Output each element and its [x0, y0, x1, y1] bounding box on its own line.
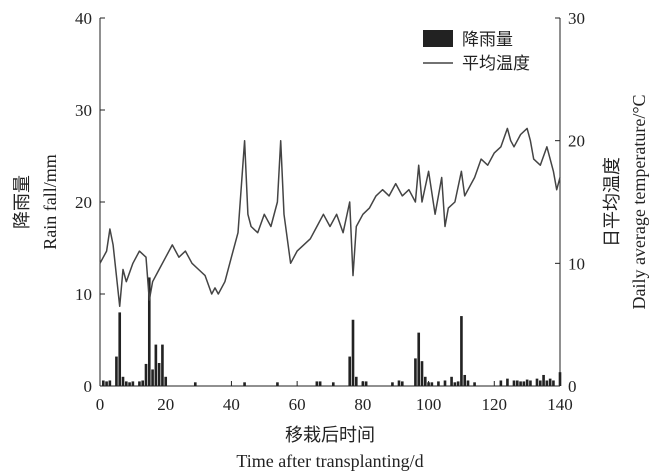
rainfall-bar — [437, 381, 440, 386]
x-tick-group: 0 20 40 60 80 100 120 140 — [96, 381, 573, 414]
right-y-axis-title-en: Daily average temperature/°C — [629, 94, 649, 309]
rainfall-bar — [101, 380, 105, 386]
rainfall-bar — [522, 381, 526, 386]
rainfall-bar — [154, 344, 158, 386]
rainfall-bar — [108, 380, 112, 386]
rainfall-bar — [331, 382, 335, 386]
legend-rain-label: 降雨量 — [462, 30, 513, 50]
rainfall-bar — [400, 381, 404, 386]
rainfall-bar — [351, 319, 355, 386]
rainfall-bar — [456, 381, 460, 386]
x-tick-label: 20 — [157, 395, 174, 414]
x-tick-label: 100 — [416, 395, 442, 414]
rainfall-bar — [453, 382, 457, 386]
x-axis-title-cn: 移栽后时间 — [285, 425, 375, 445]
rainfall-bar — [414, 358, 417, 386]
rainfall-bar — [542, 374, 545, 386]
rainfall-bar — [128, 382, 131, 386]
rainfall-bar — [315, 381, 319, 386]
right-y-tick-label: 10 — [568, 254, 585, 273]
left-y-tick-group: 0 10 20 30 40 — [75, 9, 105, 396]
rainfall-bar — [417, 332, 421, 386]
x-tick-label: 40 — [223, 395, 240, 414]
temperature-line — [99, 127, 561, 308]
rainfall-bar — [243, 382, 246, 386]
rainfall-bar — [519, 381, 522, 386]
rainfall-bar — [318, 381, 322, 386]
left-y-tick-label: 30 — [75, 101, 92, 120]
x-tick-label: 60 — [289, 395, 306, 414]
left-y-axis-title-en: Rain fall/mm — [40, 154, 60, 249]
rainfall-bar — [450, 376, 453, 386]
legend-temp-label: 平均温度 — [462, 54, 530, 74]
legend-rain-swatch — [423, 30, 453, 47]
rainfall-bar — [558, 372, 562, 386]
rainfall-bar — [552, 380, 555, 386]
left-y-tick-label: 20 — [75, 193, 92, 212]
right-y-tick-group: 0 10 20 30 — [555, 9, 585, 396]
rainfall-bar — [515, 380, 519, 386]
rainfall-bar — [364, 381, 368, 386]
right-y-axis-title-cn: 日平均温度 — [602, 157, 622, 247]
rainfall-bar — [391, 382, 394, 386]
rainfall-bar — [144, 363, 148, 386]
rainfall-bar — [141, 380, 145, 386]
rainfall-bar — [157, 363, 161, 386]
left-y-axis-title-cn: 降雨量 — [12, 175, 32, 229]
rainfall-bar — [161, 344, 164, 386]
x-tick-label: 140 — [547, 395, 573, 414]
x-tick-label: 120 — [482, 395, 508, 414]
rainfall-bar — [147, 277, 151, 386]
right-y-tick-label: 0 — [568, 377, 577, 396]
rainfall-bar — [548, 378, 552, 386]
rainfall-bar — [512, 380, 516, 386]
rainfall-bar — [124, 381, 128, 386]
rainfall-bar — [443, 380, 447, 386]
right-y-tick-label: 20 — [568, 132, 585, 151]
rainfall-bar — [138, 381, 141, 386]
rainfall-bar — [430, 382, 434, 386]
rainfall-bar — [118, 312, 122, 386]
rainfall-bar — [354, 376, 358, 386]
legend: 降雨量 平均温度 — [423, 30, 530, 74]
rainfall-bar — [151, 369, 154, 386]
rainfall-bar — [538, 380, 542, 386]
rainfall-bar — [115, 356, 118, 386]
rainfall-bar — [499, 380, 503, 386]
rainfall-bar — [535, 378, 539, 386]
rainfall-bar — [193, 382, 197, 386]
rainfall-bar — [545, 380, 549, 386]
rainfall-bar — [397, 380, 401, 386]
temperature-line-group — [99, 127, 561, 308]
rainfall-bar — [463, 374, 467, 386]
left-y-tick-label: 40 — [75, 9, 92, 28]
rainfall-bar — [420, 361, 424, 386]
x-tick-label: 0 — [96, 395, 105, 414]
right-y-tick-label: 30 — [568, 9, 585, 28]
x-tick-label: 80 — [354, 395, 371, 414]
left-y-tick-label: 10 — [75, 285, 92, 304]
x-axis-title-en: Time after transplanting/d — [236, 451, 423, 471]
rainfall-bar — [131, 381, 135, 386]
rainfall-bar — [466, 380, 470, 386]
left-y-tick-label: 0 — [84, 377, 93, 396]
rainfall-bars — [101, 277, 562, 386]
rainfall-bar — [348, 356, 352, 386]
rainfall-bar — [525, 379, 529, 386]
rainfall-bar — [121, 376, 125, 386]
rainfall-bar — [276, 382, 279, 386]
rainfall-bar — [105, 381, 108, 386]
rainfall-bar — [529, 380, 532, 386]
rainfall-bar — [506, 378, 509, 386]
rainfall-bar — [473, 382, 476, 386]
rainfall-bar — [460, 316, 463, 386]
rainfall-bar — [423, 376, 427, 386]
